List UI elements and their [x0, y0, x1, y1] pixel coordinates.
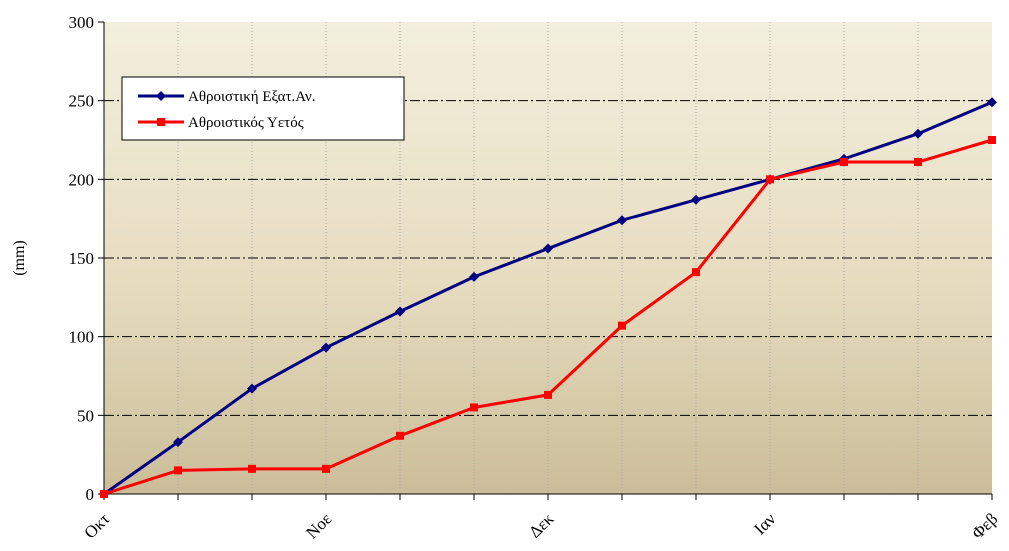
legend-label: Αθροιστικός Υετός	[188, 115, 304, 131]
data-point-diamond	[173, 437, 183, 448]
y-tick-label: 300	[69, 13, 95, 32]
data-point-square	[618, 321, 626, 330]
y-axis-title: (mm)	[11, 240, 28, 276]
data-point-diamond	[913, 128, 923, 139]
x-tick-label: Φεβ	[968, 509, 1001, 542]
data-point-diamond	[691, 194, 701, 205]
x-tick-label: Ιαν	[750, 509, 779, 538]
legend-label: Αθροιστική Εξατ.Αν.	[188, 89, 316, 105]
y-tick-labels: 0 50 100 150 200 250 300	[69, 13, 95, 504]
data-point-square	[840, 158, 848, 167]
data-point-square	[692, 268, 700, 277]
data-point-square	[248, 464, 256, 473]
data-point-square	[914, 158, 922, 167]
data-point-diamond	[247, 383, 257, 394]
y-tick-label: 50	[77, 406, 94, 425]
legend-marker-square	[157, 118, 165, 126]
legend: Αθροιστική Εξατ.Αν. Αθροιστικός Υετός	[121, 76, 405, 141]
data-point-diamond	[395, 306, 405, 317]
legend-item-1: Αθροιστική Εξατ.Αν.	[138, 89, 316, 105]
data-point-square	[100, 490, 108, 498]
x-tick-label: Δεκ	[525, 509, 558, 542]
y-tick-label: 0	[86, 485, 95, 504]
legend-marker-diamond	[156, 91, 166, 101]
data-point-square	[174, 466, 182, 475]
legend-item-2: Αθροιστικός Υετός	[138, 115, 304, 131]
data-point-diamond	[617, 215, 627, 226]
data-point-diamond	[469, 271, 479, 282]
data-point-diamond	[987, 97, 997, 108]
data-point-diamond	[321, 342, 331, 353]
y-tick-label: 150	[69, 249, 95, 268]
series-layer	[99, 97, 997, 499]
y-tick-label: 200	[69, 170, 95, 189]
data-point-square	[322, 464, 330, 473]
y-tick-label: 100	[69, 328, 95, 347]
data-point-square	[544, 390, 552, 399]
y-tick-label: 250	[69, 92, 95, 111]
data-point-square	[766, 175, 774, 184]
data-point-square	[470, 403, 478, 412]
data-point-square	[396, 431, 404, 440]
data-point-diamond	[543, 243, 553, 254]
x-tick-label: Νοε	[302, 509, 335, 542]
x-tick-labels: Οκτ Νοε Δεκ Ιαν Φεβ	[80, 509, 1001, 543]
legend-box	[121, 76, 405, 141]
series-2	[100, 136, 996, 498]
x-tick-label: Οκτ	[80, 509, 113, 542]
data-point-square	[988, 136, 996, 144]
